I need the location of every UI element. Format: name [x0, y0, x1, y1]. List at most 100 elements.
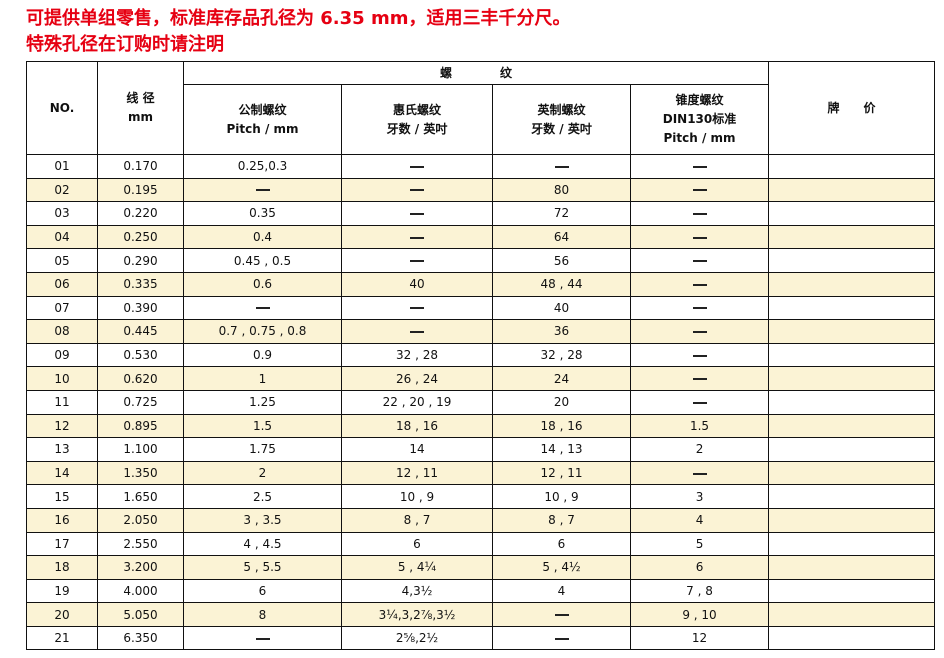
table-row: 05 0.290 0.45 , 0.5 56 — [26, 248, 936, 273]
metric-thread-cell: 1.75 — [183, 437, 342, 462]
whitworth-thread-cell: 18 , 16 — [341, 413, 493, 439]
taper-thread-cell — [629, 460, 770, 486]
dash-mark — [410, 236, 424, 239]
row-number-cell: 06 — [26, 271, 98, 297]
wire-diameter-cell: 1.350 — [97, 460, 184, 486]
table-row: 10 0.620 1 26 , 24 24 — [26, 366, 936, 391]
row-number-cell: 19 — [26, 578, 98, 604]
whitworth-thread-cell — [341, 224, 493, 250]
dash-mark — [692, 283, 707, 286]
metric-thread-cell: 3 , 3.5 — [183, 507, 342, 533]
row-number-cell: 18 — [26, 555, 98, 580]
price-cell — [768, 201, 936, 226]
table-row: 14 1.350 2 12 , 11 12 , 11 — [26, 460, 936, 486]
header-taper-unit: Pitch / mm — [663, 131, 736, 145]
price-cell — [768, 437, 936, 462]
table-row: 07 0.390 40 — [26, 295, 936, 321]
imperial-thread-cell: 20 — [492, 389, 631, 415]
metric-thread-cell: 1.5 — [183, 413, 342, 439]
taper-thread-cell — [629, 224, 770, 250]
taper-thread-cell: 3 — [629, 484, 770, 509]
taper-thread-cell: 6 — [629, 555, 770, 580]
whitworth-thread-cell: 4,3½ — [341, 578, 493, 604]
whitworth-thread-cell: 32 , 28 — [341, 342, 493, 368]
thread-gauge-table: NO. 线 径 mm 螺 纹 牌 价 公制螺纹 Pitch / mm 惠氏螺纹 … — [26, 61, 936, 651]
row-number-cell: 21 — [26, 625, 98, 651]
price-cell — [768, 460, 936, 486]
dash-mark — [410, 260, 424, 263]
imperial-thread-cell — [492, 154, 631, 179]
whitworth-thread-cell: 12 , 11 — [341, 460, 493, 486]
metric-thread-cell: 2.5 — [183, 484, 342, 509]
wire-diameter-cell: 0.895 — [97, 413, 184, 439]
imperial-thread-cell: 14 , 13 — [492, 437, 631, 462]
whitworth-thread-cell: 14 — [341, 437, 493, 462]
taper-thread-cell: 2 — [629, 437, 770, 462]
dash-mark — [410, 165, 424, 168]
header-thread-group: 螺 纹 — [182, 61, 770, 85]
dash-mark — [692, 212, 707, 215]
price-cell — [768, 177, 936, 203]
dash-mark — [692, 236, 707, 239]
whitworth-thread-cell — [341, 201, 493, 226]
table-row: 04 0.250 0.4 64 — [26, 224, 936, 250]
dash-mark — [692, 472, 707, 475]
imperial-thread-cell — [492, 602, 631, 627]
metric-thread-cell: 5 , 5.5 — [183, 555, 342, 580]
price-cell — [768, 342, 936, 368]
taper-thread-cell: 1.5 — [629, 413, 770, 439]
table-row: 12 0.895 1.5 18 , 16 18 , 16 1.5 — [26, 413, 936, 439]
price-cell — [768, 507, 936, 533]
row-number-cell: 12 — [26, 413, 98, 439]
table-row: 13 1.100 1.75 14 14 , 13 2 — [26, 437, 936, 462]
wire-diameter-cell: 0.290 — [97, 248, 184, 273]
price-cell — [768, 625, 936, 651]
price-cell — [768, 413, 936, 439]
row-number-cell: 15 — [26, 484, 98, 509]
dash-mark — [692, 165, 707, 168]
imperial-thread-cell: 10 , 9 — [492, 484, 631, 509]
metric-thread-cell: 0.45 , 0.5 — [183, 248, 342, 273]
table-body: 01 0.170 0.25,0.3 02 0.195 80 03 0.220 0.35 72 04 0… — [26, 154, 936, 651]
header-imperial-unit: 牙数 / 英吋 — [531, 121, 592, 136]
imperial-thread-cell: 36 — [492, 319, 631, 344]
metric-thread-cell: 8 — [183, 602, 342, 627]
whitworth-thread-cell — [341, 177, 493, 203]
metric-thread-cell — [183, 295, 342, 321]
dash-mark — [410, 307, 424, 310]
metric-thread-cell: 6 — [183, 578, 342, 604]
header-whitworth-label: 惠氏螺纹 — [392, 102, 441, 117]
imperial-thread-cell: 40 — [492, 295, 631, 321]
imperial-thread-cell: 8 , 7 — [492, 507, 631, 533]
taper-thread-cell — [629, 154, 770, 179]
header-diameter: 线 径 mm — [97, 61, 184, 155]
metric-thread-cell: 0.4 — [183, 224, 342, 250]
price-cell — [768, 295, 936, 321]
row-number-cell: 01 — [26, 154, 98, 179]
dash-mark — [554, 614, 569, 617]
whitworth-thread-cell: 8 , 7 — [341, 507, 493, 533]
taper-thread-cell — [629, 271, 770, 297]
whitworth-thread-cell: 22 , 20 , 19 — [341, 389, 493, 415]
notice-line-2: 特殊孔径在订购时请注明 — [26, 34, 224, 55]
table-row: 18 3.200 5 , 5.5 5 , 4¼ 5 , 4½ 6 — [26, 555, 936, 580]
table-row: 01 0.170 0.25,0.3 — [26, 154, 936, 179]
table-row: 02 0.195 80 — [26, 177, 936, 203]
wire-diameter-cell: 3.200 — [97, 555, 184, 580]
header-taper: 锥度螺纹 DIN130标准 Pitch / mm — [629, 84, 770, 155]
taper-thread-cell — [629, 295, 770, 321]
row-number-cell: 13 — [26, 437, 98, 462]
imperial-thread-cell: 24 — [492, 366, 631, 391]
taper-thread-cell — [629, 342, 770, 368]
header-imperial-label: 英制螺纹 — [537, 102, 586, 117]
wire-diameter-cell: 4.000 — [97, 578, 184, 604]
metric-thread-cell: 0.25,0.3 — [183, 154, 342, 179]
row-number-cell: 07 — [26, 295, 98, 321]
wire-diameter-cell: 0.390 — [97, 295, 184, 321]
row-number-cell: 16 — [26, 507, 98, 533]
table-row: 19 4.000 6 4,3½ 4 7 , 8 — [26, 578, 936, 604]
taper-thread-cell — [629, 248, 770, 273]
wire-diameter-cell: 0.170 — [97, 154, 184, 179]
wire-diameter-cell: 0.725 — [97, 389, 184, 415]
